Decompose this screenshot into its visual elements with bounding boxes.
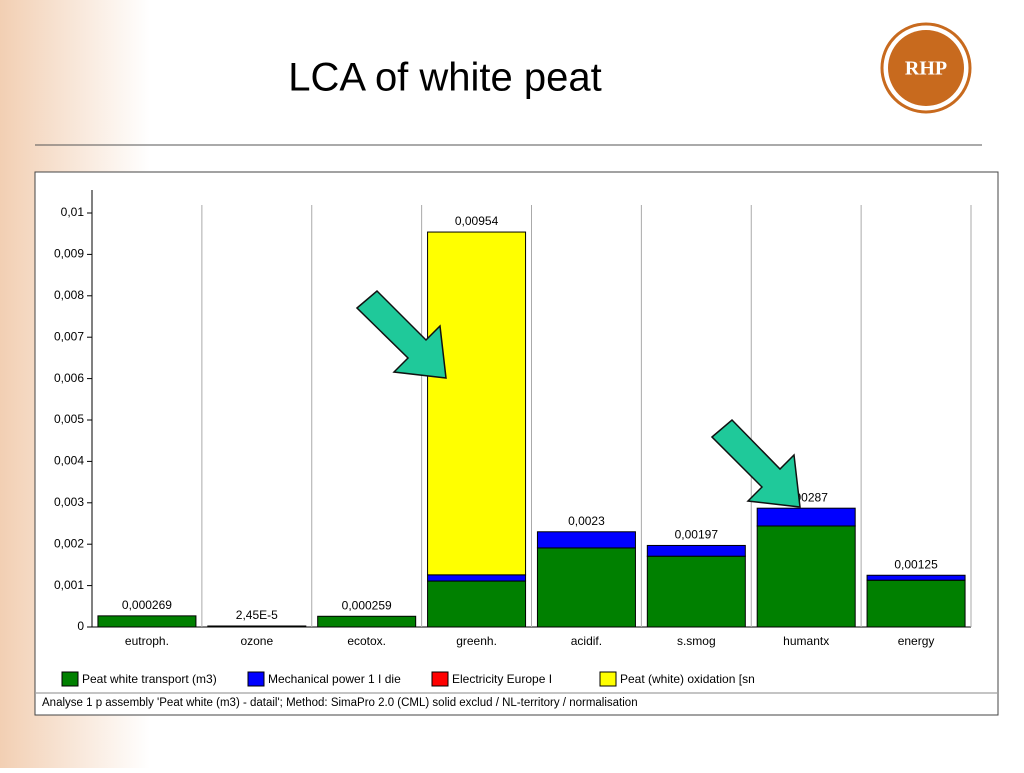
arrow: [710, 418, 801, 508]
x-tick-label: eutroph.: [125, 634, 169, 648]
y-tick-label: 0,004: [54, 454, 84, 468]
footer-text: Analyse 1 p assembly 'Peat white (m3) - …: [42, 697, 638, 709]
bar-segment: [427, 574, 527, 582]
logo-text: RHP: [905, 58, 947, 80]
x-tick-label: greenh.: [456, 634, 497, 648]
arrow: [355, 289, 447, 379]
legend-swatch: [247, 671, 265, 687]
y-tick-label: 0,006: [54, 371, 84, 385]
bar-segment: [207, 625, 307, 628]
legend-swatch: [431, 671, 449, 687]
legend-swatch: [61, 671, 79, 687]
x-tick-label: humantx: [783, 634, 829, 648]
total-label: 0,00954: [455, 214, 499, 228]
arrows: [355, 289, 801, 508]
plot: 0 0,001 0,002 0,003 0,004 0,005 0,006 0,007 0,00…: [54, 190, 972, 687]
legend-label: Mechanical power 1 I die: [268, 672, 401, 686]
y-tick-label: 0,005: [54, 412, 84, 426]
legend-label: Peat white transport (m3): [82, 672, 217, 686]
x-tick-label: s.smog: [677, 634, 716, 648]
total-label: 0,00197: [675, 528, 719, 542]
total-label: 0,00125: [894, 557, 938, 571]
bar-segment: [866, 579, 966, 628]
bar-segment: [427, 231, 527, 576]
legend-label: Electricity Europe I: [452, 672, 552, 686]
y-tick-label: 0: [77, 619, 84, 633]
y-tick-label: 0,008: [54, 288, 84, 302]
y-tick-label: 0,009: [54, 247, 84, 261]
legend-label: Peat (white) oxidation [sn: [620, 672, 755, 686]
bar-segment: [756, 507, 856, 527]
bar-segment: [866, 574, 966, 581]
bar-segment: [646, 544, 746, 557]
x-tick-label: ozone: [240, 634, 273, 648]
bar-segment: [536, 531, 636, 549]
total-label: 2,45E-5: [236, 608, 278, 622]
bar-segment: [317, 615, 417, 628]
y-tick-label: 0,01: [61, 205, 85, 219]
y-tick-label: 0,007: [54, 329, 84, 343]
total-label: 0,0023: [568, 514, 605, 528]
bar-segment: [536, 547, 636, 628]
bar-segment: [427, 580, 527, 628]
logo: RHP: [880, 22, 972, 114]
slide-title: LCA of white peat: [288, 56, 602, 100]
x-tick-label: acidif.: [571, 634, 602, 648]
y-tick-label: 0,002: [54, 536, 84, 550]
bar-segment: [646, 555, 746, 628]
legend-swatch: [599, 671, 617, 687]
total-label: 0,000259: [342, 598, 392, 612]
bar-segment: [97, 615, 197, 628]
y-tick-label: 0,003: [54, 495, 84, 509]
x-tick-label: energy: [898, 634, 935, 648]
total-label: 0,000269: [122, 598, 172, 612]
bar-segment: [756, 525, 856, 628]
y-tick-label: 0,001: [54, 578, 84, 592]
x-tick-label: ecotox.: [347, 634, 386, 648]
